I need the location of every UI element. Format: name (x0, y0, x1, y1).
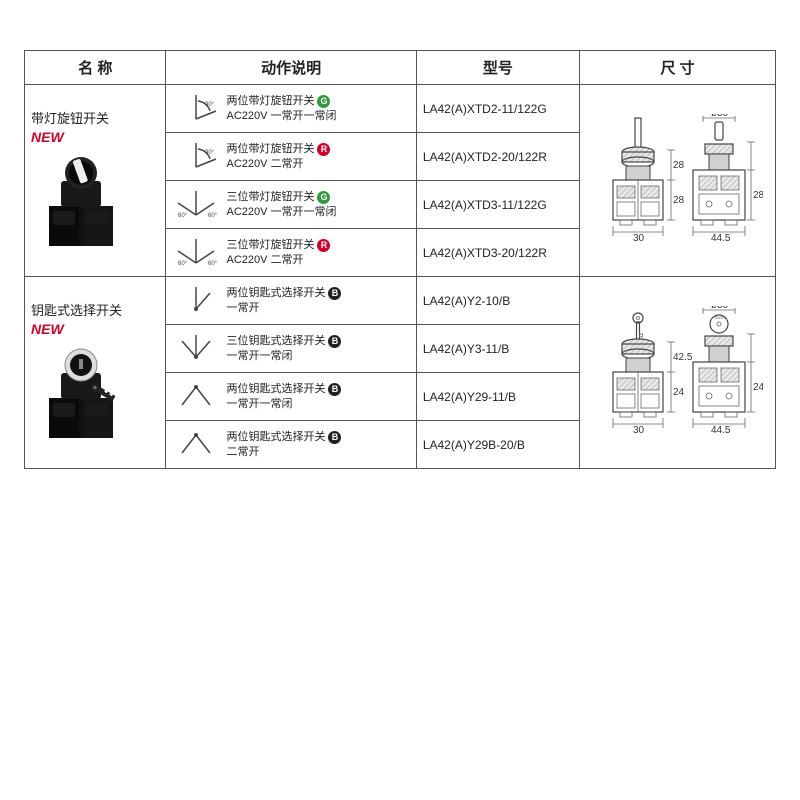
product-name-cell: 带灯旋钮开关 NEW (25, 85, 166, 277)
new-badge: NEW (31, 321, 64, 337)
model-cell: LA42(A)Y29B-20/B (416, 421, 579, 469)
model-cell: LA42(A)XTD2-20/122R (416, 133, 579, 181)
action-title: 两位带灯旋钮开关 (226, 142, 314, 157)
svg-text:90°: 90° (205, 150, 215, 156)
header-row: 名 称 动作说明 型号 尺 寸 (25, 51, 776, 85)
action-title: 两位钥匙式选择开关 (226, 382, 325, 397)
action-desc: 两位钥匙式选择开关 B 二常开 (226, 430, 341, 460)
action-title: 两位钥匙式选择开关 (226, 286, 325, 301)
dimension-cell: TAYEE 30 24 42.5 ø30 44.5 (580, 277, 776, 469)
action-cell: 两位钥匙式选择开关 B 一常开 (166, 277, 416, 325)
action-symbol (172, 281, 220, 320)
action-sub: 一常开一常闭 (226, 349, 341, 364)
svg-text:24: 24 (753, 382, 763, 393)
action-desc: 两位带灯旋钮开关 G AC220V 一常开一常闭 (226, 94, 336, 124)
action-title: 三位钥匙式选择开关 (226, 334, 325, 349)
action-cell: 90° 两位带灯旋钮开关 G AC220V 一常开一常闭 (166, 85, 416, 133)
action-desc: 两位钥匙式选择开关 B 一常开 (226, 286, 341, 316)
svg-text:90°: 90° (205, 102, 215, 108)
svg-text:60°: 60° (208, 261, 218, 267)
color-badge: B (328, 335, 341, 348)
action-symbol: 90° (172, 89, 220, 128)
color-badge: B (328, 287, 341, 300)
action-title: 两位带灯旋钮开关 (226, 94, 314, 109)
header-model: 型号 (416, 51, 579, 85)
product-name: 带灯旋钮开关 (31, 108, 159, 127)
action-symbol: 60° 60° (172, 233, 220, 272)
color-badge: B (328, 431, 341, 444)
action-title: 三位带灯旋钮开关 (226, 238, 314, 253)
action-sub: 二常开 (226, 445, 341, 460)
product-photo (31, 432, 131, 446)
svg-text:60°: 60° (208, 213, 218, 219)
header-name: 名 称 (25, 51, 166, 85)
svg-text:24: 24 (673, 387, 685, 398)
action-desc: 三位带灯旋钮开关 R AC220V 二常开 (226, 238, 330, 268)
header-dim: 尺 寸 (580, 51, 776, 85)
svg-text:ø30: ø30 (711, 114, 729, 119)
svg-text:28: 28 (673, 195, 685, 206)
action-sub: AC220V 二常开 (226, 157, 330, 172)
svg-text:TAYEE: TAYEE (714, 315, 727, 320)
svg-text:28: 28 (753, 190, 763, 201)
action-sub: AC220V 二常开 (226, 253, 330, 268)
model-cell: LA42(A)XTD3-11/122G (416, 181, 579, 229)
product-photo (31, 240, 131, 254)
action-title: 三位带灯旋钮开关 (226, 190, 314, 205)
spec-row: 带灯旋钮开关 NEW 90° 两位带灯旋钮开关 G AC220V 一常开一常闭 … (25, 85, 776, 133)
action-symbol (172, 425, 220, 464)
action-cell: 两位钥匙式选择开关 B 二常开 (166, 421, 416, 469)
action-cell: 60° 60° 三位带灯旋钮开关 G AC220V 一常开一常闭 (166, 181, 416, 229)
dimension-cell: 30 28 28 ø30 44.5 28 (580, 85, 776, 277)
action-cell: 90° 两位带灯旋钮开关 R AC220V 二常开 (166, 133, 416, 181)
action-cell: 三位钥匙式选择开关 B 一常开一常闭 (166, 325, 416, 373)
color-badge: R (317, 143, 330, 156)
action-symbol: 90° (172, 137, 220, 176)
action-cell: 60° 60° 三位带灯旋钮开关 R AC220V 二常开 (166, 229, 416, 277)
action-symbol (172, 377, 220, 416)
action-cell: 两位钥匙式选择开关 B 一常开一常闭 (166, 373, 416, 421)
action-desc: 三位带灯旋钮开关 G AC220V 一常开一常闭 (226, 190, 336, 220)
color-badge: R (317, 239, 330, 252)
spec-table: 名 称 动作说明 型号 尺 寸 带灯旋钮开关 NEW 90° 两位带灯旋钮开关 … (24, 50, 776, 469)
svg-text:44.5: 44.5 (711, 425, 731, 436)
action-sub: 一常开 (226, 301, 341, 316)
action-desc: 两位带灯旋钮开关 R AC220V 二常开 (226, 142, 330, 172)
action-sub: AC220V 一常开一常闭 (226, 205, 336, 220)
svg-text:30: 30 (633, 425, 645, 436)
color-badge: B (328, 383, 341, 396)
svg-text:60°: 60° (178, 213, 188, 219)
action-desc: 两位钥匙式选择开关 B 一常开一常闭 (226, 382, 341, 412)
model-cell: LA42(A)Y2-10/B (416, 277, 579, 325)
product-name-cell: 钥匙式选择开关 NEW (25, 277, 166, 469)
model-cell: LA42(A)XTD3-20/122R (416, 229, 579, 277)
action-desc: 三位钥匙式选择开关 B 一常开一常闭 (226, 334, 341, 364)
model-cell: LA42(A)Y3-11/B (416, 325, 579, 373)
model-cell: LA42(A)XTD2-11/122G (416, 85, 579, 133)
header-action: 动作说明 (166, 51, 416, 85)
spec-row: 钥匙式选择开关 NEW 两位钥匙式选择开关 B 一常开 LA42(A)Y2-10… (25, 277, 776, 325)
action-sub: AC220V 一常开一常闭 (226, 109, 336, 124)
svg-text:28: 28 (673, 160, 685, 171)
action-title: 两位钥匙式选择开关 (226, 430, 325, 445)
action-sub: 一常开一常闭 (226, 397, 341, 412)
catalog-page: 名 称 动作说明 型号 尺 寸 带灯旋钮开关 NEW 90° 两位带灯旋钮开关 … (0, 0, 800, 800)
color-badge: G (317, 191, 330, 204)
svg-text:30: 30 (633, 233, 645, 244)
color-badge: G (317, 95, 330, 108)
svg-text:42.5: 42.5 (673, 352, 693, 363)
svg-text:60°: 60° (178, 261, 188, 267)
action-symbol: 60° 60° (172, 185, 220, 224)
new-badge: NEW (31, 129, 64, 145)
svg-text:ø30: ø30 (711, 306, 729, 311)
model-cell: LA42(A)Y29-11/B (416, 373, 579, 421)
svg-text:44.5: 44.5 (711, 233, 731, 244)
action-symbol (172, 329, 220, 368)
product-name: 钥匙式选择开关 (31, 300, 159, 319)
